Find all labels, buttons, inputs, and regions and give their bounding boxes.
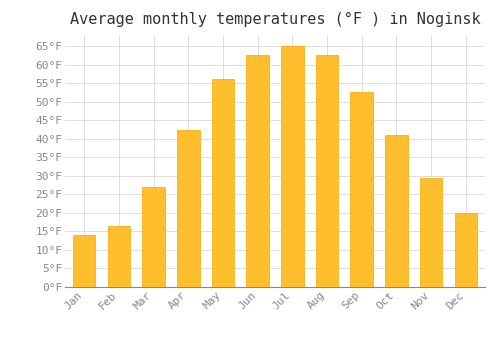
Bar: [246, 55, 269, 287]
Bar: [108, 226, 130, 287]
Bar: [385, 135, 408, 287]
Title: Average monthly temperatures (°F ) in Noginsk: Average monthly temperatures (°F ) in No…: [70, 12, 480, 27]
Bar: [316, 55, 338, 287]
Bar: [420, 178, 442, 287]
Bar: [281, 46, 303, 287]
Bar: [454, 213, 477, 287]
Bar: [142, 187, 165, 287]
Bar: [212, 79, 234, 287]
Bar: [177, 130, 200, 287]
Bar: [350, 92, 373, 287]
Bar: [73, 235, 96, 287]
